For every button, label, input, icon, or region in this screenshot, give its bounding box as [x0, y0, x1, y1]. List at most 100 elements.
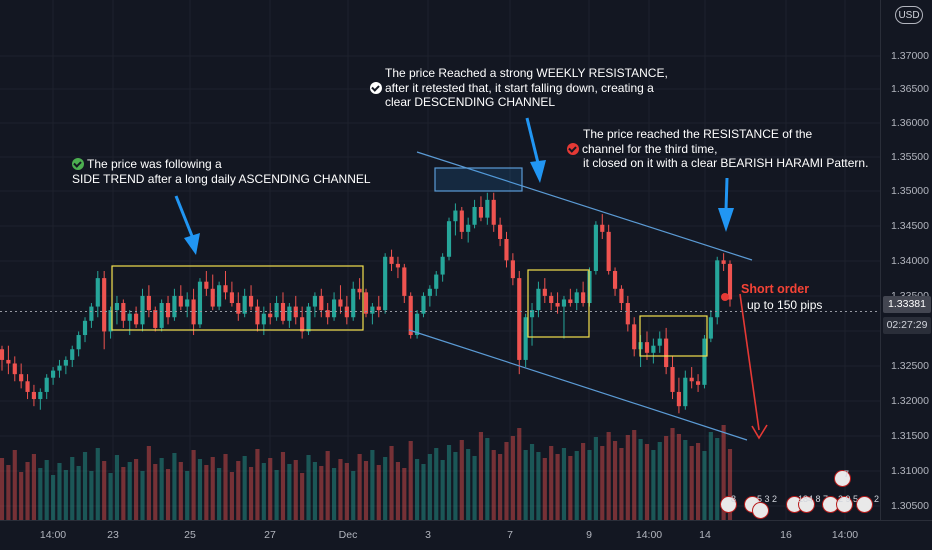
volume-bar: [427, 454, 432, 520]
volume-bar: [612, 441, 618, 520]
event-flag-icon[interactable]: [752, 502, 769, 519]
event-flag-icon[interactable]: [798, 496, 815, 513]
price-tick: 1.31500: [891, 430, 929, 442]
volume-bar: [159, 458, 164, 520]
candle: [695, 374, 701, 392]
candle: [708, 310, 713, 343]
volume-bar: [236, 461, 241, 520]
candle: [498, 217, 503, 247]
price-axis[interactable]: USD 1.37000 1.36500 1.36000 1.35500 1.35000 1…: [880, 0, 932, 520]
volume-bar: [38, 468, 43, 520]
candle: [44, 374, 49, 400]
event-count: 2: [874, 494, 880, 504]
volume-bar: [370, 450, 375, 520]
channel-lower-line[interactable]: [408, 329, 748, 441]
channel-upper-line[interactable]: [416, 151, 753, 261]
countdown-tag: 02:27:29: [883, 317, 931, 334]
volume-bar: [191, 450, 196, 520]
candle: [568, 288, 573, 307]
candle: [472, 199, 477, 229]
event-flag-icon[interactable]: [856, 496, 873, 513]
candle: [102, 271, 107, 350]
time-label: 14:00: [39, 529, 67, 541]
event-count: 184 8 7: [798, 494, 829, 504]
side-trend-box[interactable]: [111, 265, 364, 331]
check-icon: [72, 158, 84, 170]
drawings: [111, 117, 768, 441]
volume-bar: [140, 471, 145, 520]
volume-bar: [338, 459, 343, 520]
candle: [619, 285, 624, 311]
candle: [721, 253, 726, 271]
volume-bar: [549, 446, 554, 520]
candle: [95, 271, 100, 318]
volume-bar: [670, 428, 675, 520]
weekly-resistance-box[interactable]: [434, 167, 523, 192]
annotation-harami[interactable]: The price reached the RESISTANCE of the …: [567, 127, 868, 171]
volume-bar: [204, 465, 209, 520]
volume-bar: [363, 461, 369, 520]
candle: [676, 377, 681, 414]
candle: [0, 345, 5, 371]
candle: [274, 295, 279, 321]
volume-bar: [434, 448, 439, 520]
volume-bar: [0, 458, 5, 520]
volume-bar: [683, 440, 688, 520]
candle: [600, 214, 605, 239]
time-label: 27: [264, 529, 276, 541]
volume-bar: [293, 460, 298, 520]
price-tick: 1.35500: [891, 151, 929, 163]
annotation-line: The price was following a: [87, 157, 222, 171]
annotation-line: after it retested that, it start falling…: [385, 80, 654, 95]
volume-bar: [446, 445, 452, 520]
volume-bar: [51, 475, 56, 520]
volume-bar: [517, 428, 522, 520]
volume-bar: [89, 471, 94, 520]
arrow-short-order[interactable]: [721, 293, 768, 440]
current-price-tag: 1.33381: [883, 296, 931, 313]
candle: [172, 288, 177, 321]
annotation-line: clear DESCENDING CHANNEL: [385, 95, 556, 109]
candle: [6, 345, 11, 375]
arrow-side-trend[interactable]: [174, 195, 200, 255]
event-flag-icon[interactable]: [720, 496, 737, 513]
price-tick: 1.37000: [891, 50, 929, 62]
price-tick: 1.35000: [891, 185, 929, 197]
harami-box[interactable]: [639, 315, 708, 357]
candle: [51, 367, 56, 385]
volume-bar: [702, 451, 707, 520]
arrow-harami[interactable]: [718, 177, 734, 232]
candle: [57, 359, 62, 378]
volume-bar: [415, 459, 420, 520]
volume-bar: [472, 456, 477, 520]
candle: [82, 317, 88, 343]
event-flag-icon[interactable]: [836, 496, 853, 513]
short-order-label[interactable]: Short order: [741, 282, 810, 296]
candle: [644, 331, 650, 360]
candle: [268, 303, 273, 325]
volume-bar: [242, 456, 247, 520]
candle: [146, 285, 151, 318]
candle: [31, 384, 37, 407]
currency-selector[interactable]: USD: [895, 6, 923, 24]
candle: [312, 292, 317, 318]
volume-bar: [217, 468, 222, 520]
volume-bar: [593, 437, 598, 520]
candle: [517, 271, 522, 375]
candle: [402, 263, 407, 304]
candle: [114, 295, 120, 325]
time-axis[interactable]: 14:00 23 25 27 Dec 3 7 9 14:00 14 16 14:00: [0, 520, 932, 550]
event-flag-icon[interactable]: [834, 470, 851, 487]
volume-bar: [632, 430, 637, 520]
consolidation-box[interactable]: [527, 269, 590, 338]
candle: [523, 313, 528, 368]
candle: [210, 274, 215, 311]
price-chart[interactable]: [0, 0, 880, 520]
candle: [549, 292, 554, 311]
event-count: 2 9 5: [838, 494, 859, 504]
annotation-weekly-resistance[interactable]: The price Reached a strong WEEKLY RESIST…: [370, 66, 668, 110]
volume-bar: [459, 440, 464, 520]
candle: [159, 299, 164, 332]
arrow-weekly-resistance[interactable]: [525, 117, 546, 183]
annotation-side-trend[interactable]: The price was following a SIDE TREND aft…: [72, 157, 371, 186]
